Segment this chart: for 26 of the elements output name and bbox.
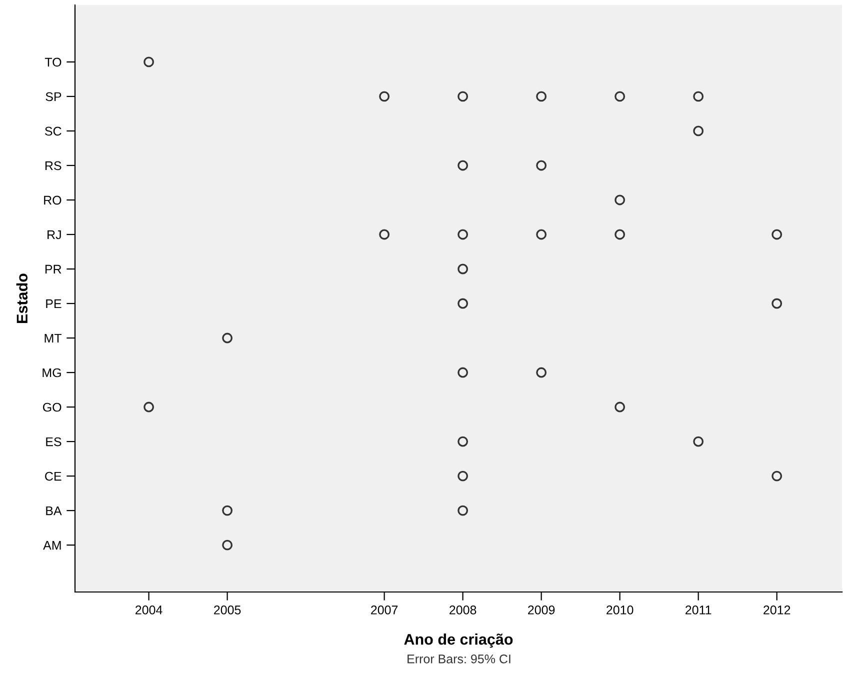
y-tick-label: MT — [44, 334, 62, 343]
y-tick-label: MG — [42, 368, 61, 378]
x-tick-label: 2009 — [528, 606, 555, 614]
y-tick-label: SP — [46, 92, 62, 102]
y-tick-label: RO — [44, 196, 62, 205]
y-tick-label: RJ — [48, 230, 61, 240]
y-tick-label: PE — [46, 299, 62, 308]
y-axis-title: Estado — [16, 274, 28, 323]
x-tick-label: 2010 — [606, 606, 634, 614]
x-axis-title: Ano de criação — [404, 634, 513, 648]
y-tick-label: AM — [43, 540, 61, 550]
x-tick-label: 2005 — [214, 606, 241, 614]
y-tick-label: ES — [46, 437, 62, 446]
x-tick-label: 2008 — [450, 606, 476, 614]
y-tick-label: RS — [45, 161, 62, 170]
y-tick-label: GO — [42, 402, 62, 412]
y-tick-label: PR — [45, 264, 62, 274]
text: Error Bars: 95% CI — [408, 654, 510, 664]
y-tick-label: SC — [45, 126, 62, 136]
y-tick-label: TO — [44, 58, 62, 67]
x-tick-label: 2011 — [686, 606, 712, 614]
y-tick-label: BA — [46, 506, 62, 516]
x-tick-label: 2012 — [764, 606, 790, 614]
x-tick-label: 2004 — [136, 606, 162, 614]
x-tick-label: 2007 — [371, 606, 398, 614]
y-tick-label: CE — [45, 472, 62, 481]
